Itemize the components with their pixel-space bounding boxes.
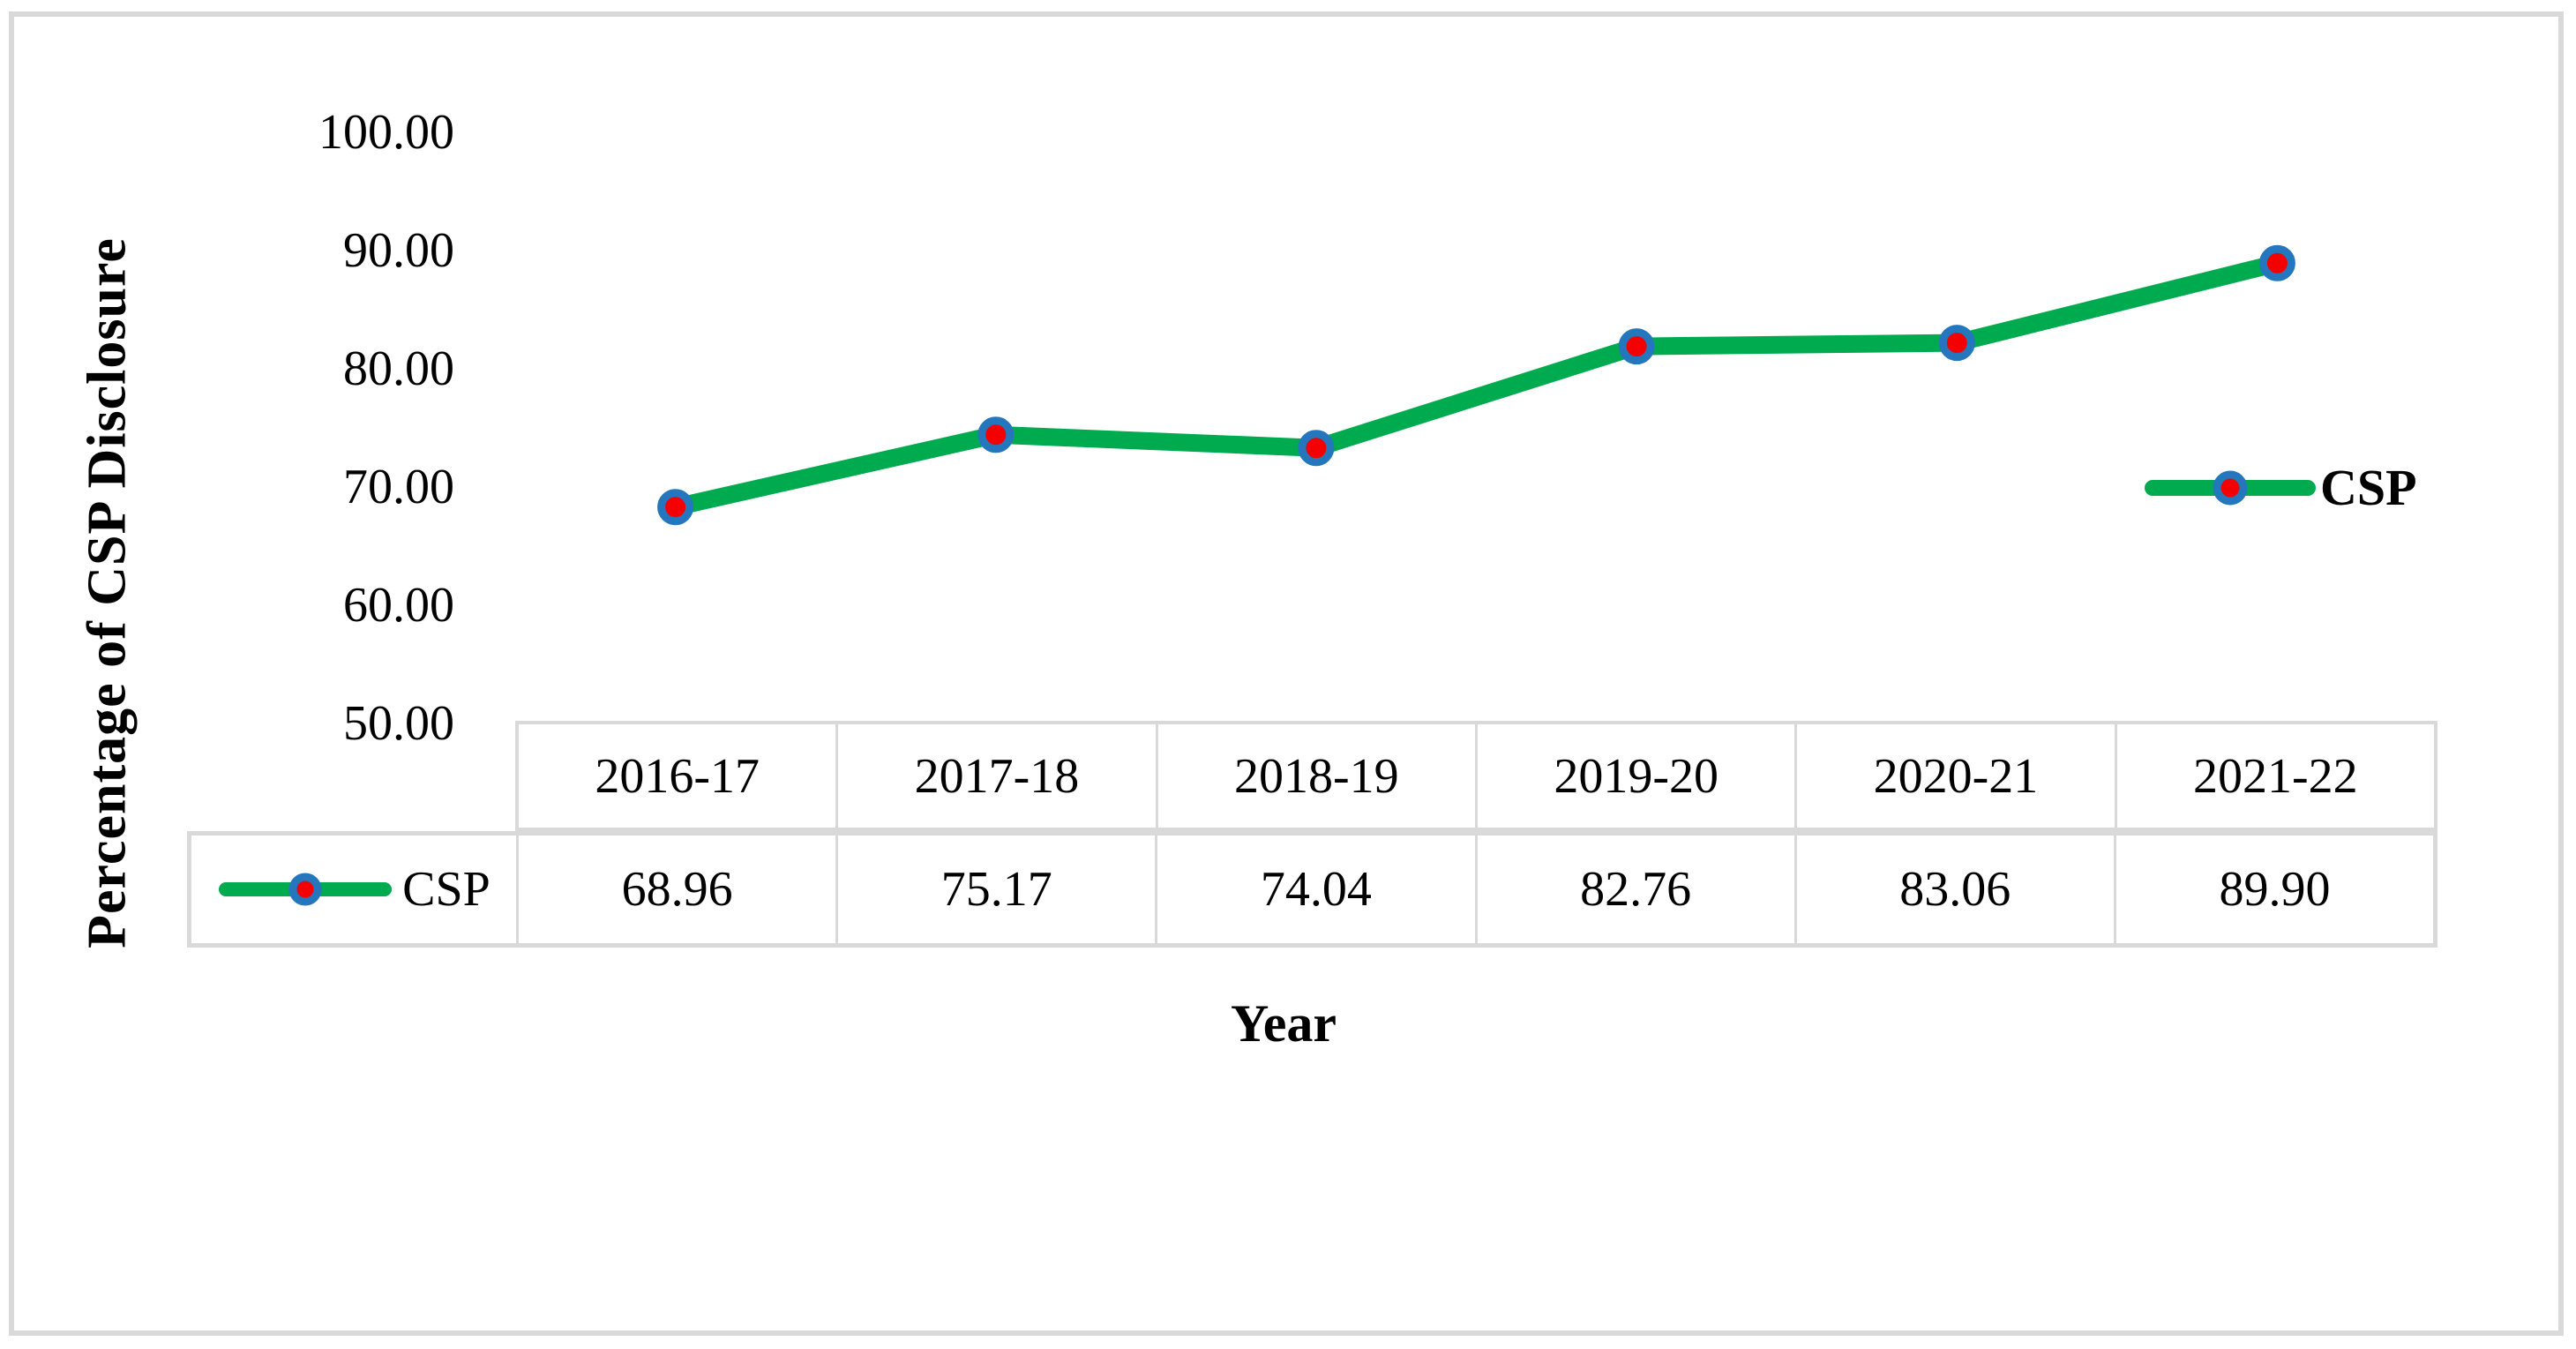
y-tick-80: 80.00	[343, 341, 454, 396]
y-tick-60: 60.00	[343, 578, 454, 633]
csp-legend-swatch-icon	[219, 873, 393, 906]
table-value-2019-20: 82.76	[1474, 836, 1794, 943]
table-header-2020-21: 2020-21	[1794, 724, 2114, 828]
table-value-2021-22: 89.90	[2113, 836, 2433, 943]
table-header-2018-19: 2018-19	[1155, 724, 1475, 828]
table-row-label-cell: CSP	[191, 836, 516, 943]
table-header-2019-20: 2019-20	[1474, 724, 1794, 828]
x-axis-title: Year	[1231, 994, 1337, 1053]
y-tick-50: 50.00	[343, 696, 454, 751]
table-header-row: 2016-17 2017-18 2018-19 2019-20 2020-21 …	[515, 721, 2437, 831]
table-value-2018-19: 74.04	[1155, 836, 1474, 943]
y-tick-90: 90.00	[343, 223, 454, 278]
table-value-2016-17: 68.96	[516, 836, 835, 943]
table-header-2021-22: 2021-22	[2114, 724, 2434, 828]
legend-label-csp: CSP	[2320, 459, 2417, 516]
table-header-2016-17: 2016-17	[595, 748, 760, 804]
table-value-2020-21: 83.06	[1793, 836, 2114, 943]
table-value-2017-18: 75.17	[835, 836, 1155, 943]
y-tick-100: 100.00	[318, 105, 454, 160]
y-tick-70: 70.00	[343, 460, 454, 514]
table-row-label: CSP	[402, 862, 490, 917]
figure-border	[9, 11, 2564, 1336]
y-axis-title: Percentage of CSP Disclosure	[77, 237, 138, 948]
table-data-row: CSP 68.96 75.17 74.04 82.76 83.06 89.90	[187, 831, 2437, 948]
table-header-2017-18: 2017-18	[835, 724, 1155, 828]
